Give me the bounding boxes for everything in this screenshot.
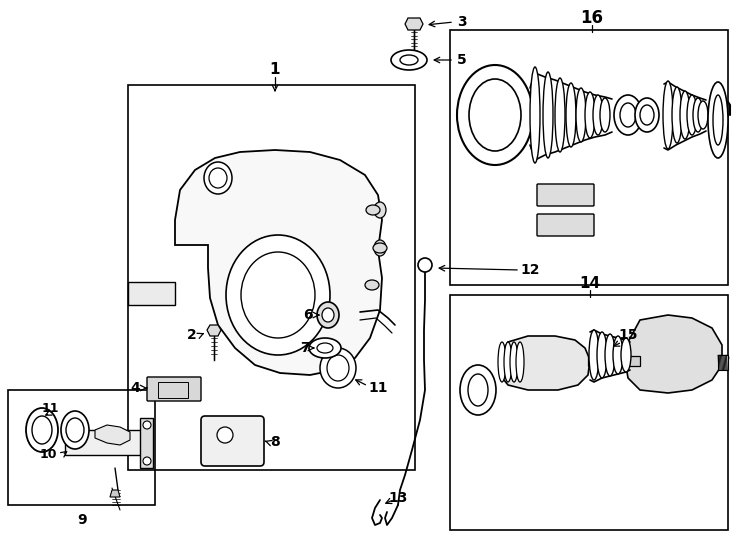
- Text: 14: 14: [579, 275, 600, 291]
- FancyBboxPatch shape: [201, 416, 264, 466]
- Circle shape: [217, 427, 233, 443]
- Text: 12: 12: [520, 263, 539, 277]
- Ellipse shape: [204, 162, 232, 194]
- Text: 7: 7: [300, 341, 310, 355]
- Ellipse shape: [468, 374, 488, 406]
- Ellipse shape: [317, 302, 339, 328]
- Ellipse shape: [460, 365, 496, 415]
- Circle shape: [143, 457, 151, 465]
- Ellipse shape: [26, 408, 58, 452]
- Ellipse shape: [32, 416, 52, 444]
- Polygon shape: [95, 425, 130, 445]
- Polygon shape: [140, 418, 153, 468]
- Ellipse shape: [585, 92, 595, 138]
- Ellipse shape: [589, 330, 599, 380]
- Ellipse shape: [693, 98, 703, 132]
- Text: 1: 1: [270, 63, 280, 78]
- Polygon shape: [175, 150, 382, 375]
- Polygon shape: [625, 315, 722, 393]
- Circle shape: [143, 421, 151, 429]
- Ellipse shape: [510, 342, 518, 382]
- Ellipse shape: [373, 243, 387, 253]
- Ellipse shape: [400, 55, 418, 65]
- Ellipse shape: [469, 79, 521, 151]
- Ellipse shape: [597, 332, 607, 378]
- Text: 4: 4: [130, 381, 140, 395]
- Ellipse shape: [555, 78, 565, 152]
- Ellipse shape: [613, 336, 623, 374]
- Ellipse shape: [635, 98, 659, 132]
- Ellipse shape: [530, 67, 540, 163]
- Ellipse shape: [322, 308, 334, 322]
- Ellipse shape: [457, 65, 533, 165]
- Polygon shape: [65, 430, 148, 455]
- Ellipse shape: [663, 81, 673, 149]
- Text: 11: 11: [368, 381, 388, 395]
- Ellipse shape: [516, 342, 524, 382]
- Polygon shape: [500, 336, 590, 390]
- Ellipse shape: [620, 103, 636, 127]
- Ellipse shape: [309, 338, 341, 358]
- Ellipse shape: [498, 342, 506, 382]
- Ellipse shape: [366, 205, 380, 215]
- Text: 5: 5: [457, 53, 467, 67]
- Polygon shape: [588, 356, 640, 366]
- Polygon shape: [405, 18, 423, 30]
- Ellipse shape: [576, 88, 586, 142]
- Ellipse shape: [374, 202, 386, 218]
- Text: 10: 10: [39, 449, 57, 462]
- Ellipse shape: [365, 280, 379, 290]
- Ellipse shape: [374, 240, 386, 256]
- Ellipse shape: [241, 252, 315, 338]
- Text: 15: 15: [618, 328, 638, 342]
- Ellipse shape: [680, 91, 690, 139]
- FancyBboxPatch shape: [537, 214, 594, 236]
- Ellipse shape: [327, 355, 349, 381]
- Text: 2: 2: [187, 328, 197, 342]
- Circle shape: [418, 258, 432, 272]
- Ellipse shape: [543, 72, 553, 158]
- Ellipse shape: [698, 101, 708, 129]
- Ellipse shape: [226, 235, 330, 355]
- Ellipse shape: [593, 95, 603, 135]
- Ellipse shape: [391, 50, 427, 70]
- Ellipse shape: [209, 168, 227, 188]
- Text: 13: 13: [388, 491, 407, 505]
- Ellipse shape: [672, 87, 682, 143]
- Ellipse shape: [504, 342, 512, 382]
- Text: 16: 16: [581, 9, 603, 27]
- Ellipse shape: [605, 334, 615, 376]
- Ellipse shape: [61, 411, 89, 449]
- Polygon shape: [110, 490, 120, 497]
- Text: 11: 11: [41, 402, 59, 415]
- Ellipse shape: [566, 83, 576, 147]
- Ellipse shape: [600, 98, 610, 132]
- Text: 3: 3: [457, 15, 467, 29]
- Text: 9: 9: [77, 513, 87, 527]
- Ellipse shape: [713, 95, 723, 145]
- Ellipse shape: [614, 95, 642, 135]
- Text: 6: 6: [303, 308, 313, 322]
- Ellipse shape: [621, 338, 631, 372]
- Polygon shape: [207, 325, 221, 336]
- Polygon shape: [718, 355, 728, 370]
- Ellipse shape: [320, 348, 356, 388]
- Ellipse shape: [708, 82, 728, 158]
- FancyBboxPatch shape: [537, 184, 594, 206]
- Polygon shape: [128, 282, 175, 305]
- Ellipse shape: [687, 95, 697, 135]
- Ellipse shape: [640, 105, 654, 125]
- Text: 8: 8: [270, 435, 280, 449]
- FancyBboxPatch shape: [147, 377, 201, 401]
- Ellipse shape: [66, 418, 84, 442]
- Ellipse shape: [317, 343, 333, 353]
